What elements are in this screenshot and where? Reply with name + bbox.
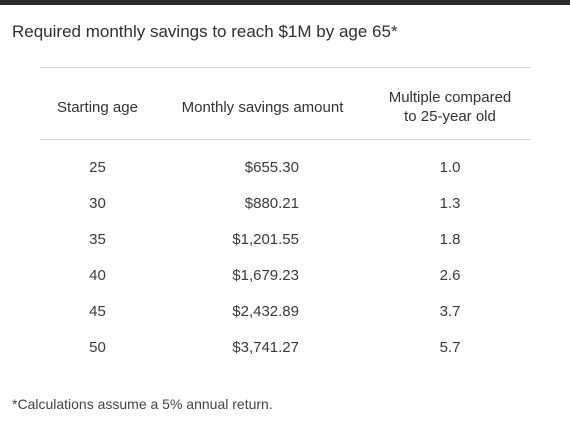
cell-monthly-savings: $880.21: [244, 195, 299, 212]
header-monthly-savings: Monthly savings amount: [165, 80, 360, 134]
table-row: 30 $880.21 1.3: [0, 186, 570, 222]
table-row: 35 $1,201.55 1.8: [0, 222, 570, 258]
table-row: 25 $655.30 1.0: [0, 150, 570, 186]
footnote: *Calculations assume a 5% annual return.: [12, 396, 273, 412]
cell-multiple: 3.7: [439, 303, 461, 320]
table-top-divider: [40, 67, 530, 68]
page-title: Required monthly savings to reach $1M by…: [12, 22, 398, 41]
header-starting-age: Starting age: [40, 80, 155, 134]
table-row: 50 $3,741.27 5.7: [0, 330, 570, 366]
cell-starting-age: 30: [89, 195, 106, 212]
table-header-divider: [40, 139, 530, 140]
table-body: 25 $655.30 1.0 30 $880.21 1.3 35 $1,201.…: [0, 150, 570, 366]
cell-starting-age: 40: [89, 267, 106, 284]
cell-starting-age: 35: [89, 231, 106, 248]
cell-monthly-savings: $655.30: [244, 159, 299, 176]
header-multiple-line2: to 25-year old: [404, 108, 496, 125]
cell-multiple: 1.3: [439, 195, 461, 212]
header-multiple: Multiple compared to 25-year old: [370, 80, 530, 134]
cell-monthly-savings: $1,201.55: [232, 231, 299, 248]
cell-multiple: 5.7: [439, 339, 461, 356]
header-starting-age-label: Starting age: [57, 98, 138, 116]
table-row: 40 $1,679.23 2.6: [0, 258, 570, 294]
cell-starting-age: 45: [89, 303, 106, 320]
cell-starting-age: 25: [89, 159, 106, 176]
cell-multiple: 1.0: [439, 159, 461, 176]
table-row: 45 $2,432.89 3.7: [0, 294, 570, 330]
header-multiple-line1: Multiple compared: [388, 89, 512, 106]
cell-starting-age: 50: [89, 339, 106, 356]
cell-multiple: 1.8: [439, 231, 461, 248]
cell-multiple: 2.6: [439, 267, 461, 284]
cell-monthly-savings: $3,741.27: [232, 339, 299, 356]
cell-monthly-savings: $2,432.89: [232, 303, 299, 320]
cell-monthly-savings: $1,679.23: [232, 267, 299, 284]
top-border: [0, 0, 570, 5]
header-monthly-savings-label: Monthly savings amount: [181, 98, 344, 116]
